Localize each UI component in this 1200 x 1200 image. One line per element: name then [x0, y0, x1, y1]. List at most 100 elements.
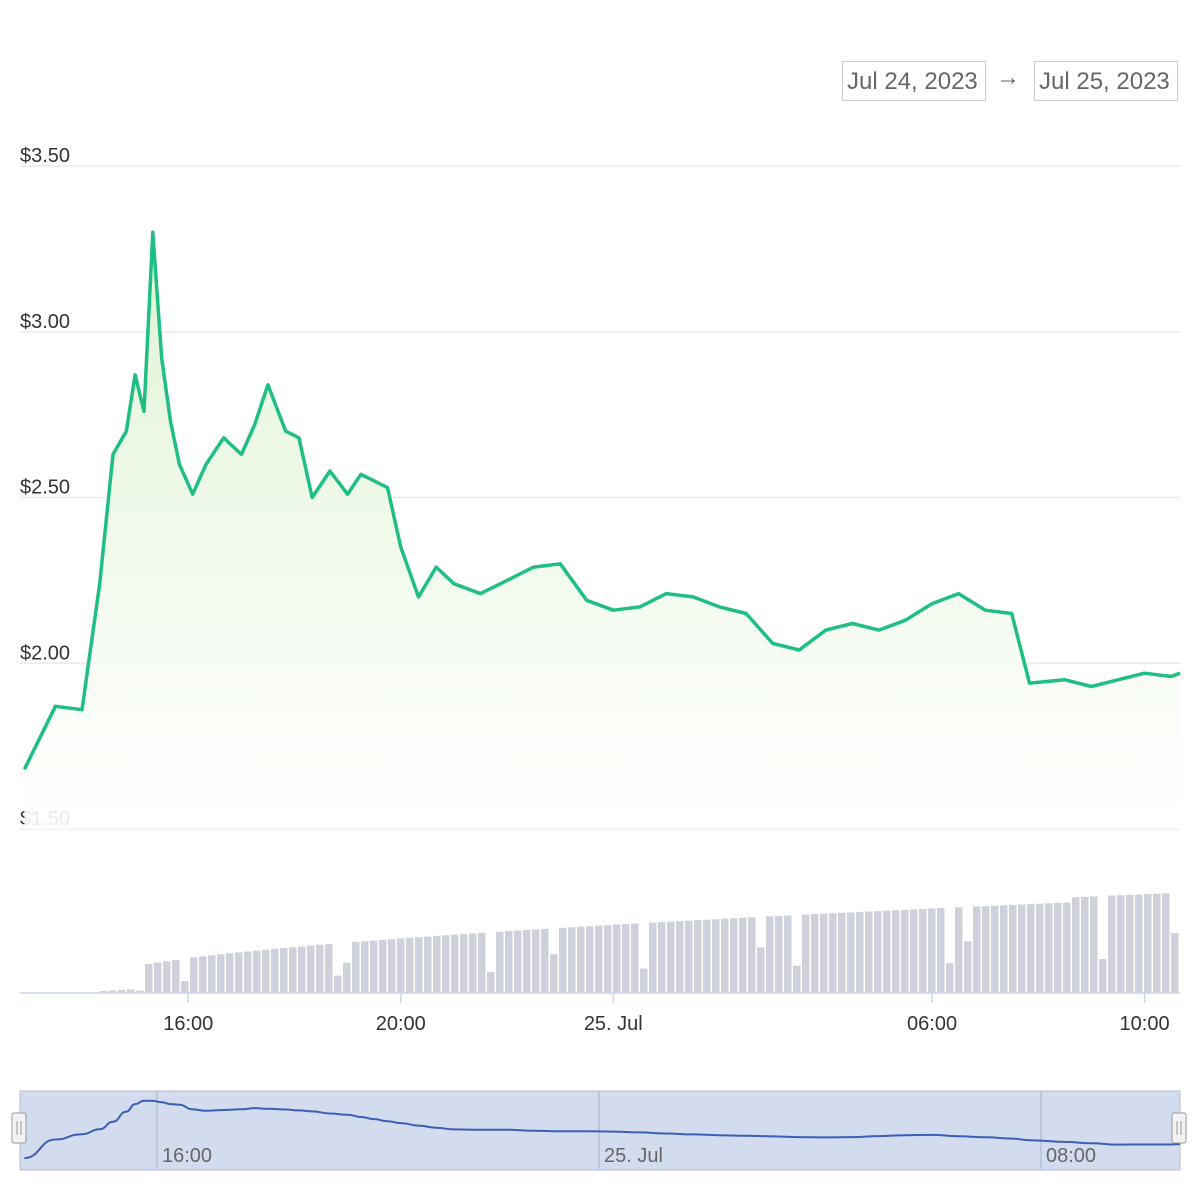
volume-bar: [901, 909, 909, 993]
volume-bar: [1144, 894, 1152, 993]
price-area: [24, 232, 1180, 830]
volume-bar: [784, 915, 792, 993]
volume-bar: [1081, 896, 1089, 993]
volume-bar: [163, 961, 171, 993]
volume-bar: [307, 945, 315, 993]
volume-bar: [1171, 933, 1179, 993]
volume-bar: [127, 989, 135, 993]
volume-bar: [253, 950, 261, 993]
volume-bar: [352, 941, 360, 993]
volume-bar: [550, 954, 558, 993]
volume-bar: [397, 938, 405, 993]
volume-bar: [1063, 902, 1071, 993]
volume-bar: [892, 910, 900, 993]
volume-bars: [100, 893, 1179, 993]
volume-bar: [577, 926, 585, 993]
volume-bar: [793, 965, 801, 993]
volume-bar: [541, 928, 549, 993]
y-tick-label: $2.00: [20, 642, 70, 664]
volume-bar: [721, 918, 729, 993]
volume-bar: [937, 908, 945, 993]
navigator-tick-label: 16:00: [162, 1145, 212, 1167]
volume-bar: [1153, 893, 1161, 993]
x-tick-label: 16:00: [163, 1013, 213, 1035]
navigator-left-handle[interactable]: [11, 1112, 27, 1144]
navigator-series: [24, 1099, 1181, 1160]
range-to-input[interactable]: Jul 25, 2023: [1034, 61, 1178, 101]
volume-bar: [523, 930, 531, 993]
volume-bar: [505, 931, 513, 993]
volume-bar: [829, 913, 837, 993]
volume-bar: [1045, 903, 1053, 993]
volume-bar: [1018, 904, 1026, 993]
volume-bar: [190, 957, 198, 993]
y-tick-label: $2.50: [20, 477, 70, 499]
volume-bar: [739, 917, 747, 993]
volume-bar: [856, 911, 864, 993]
volume-bar: [838, 912, 846, 993]
x-tick-label: 20:00: [376, 1013, 426, 1035]
y-tick-label: $3.00: [20, 311, 70, 333]
volume-bar: [181, 981, 189, 993]
volume-bar: [613, 924, 621, 993]
price-line: [22, 230, 1181, 771]
x-tick-label: 10:00: [1120, 1013, 1170, 1035]
volume-bar: [244, 951, 252, 993]
volume-bar: [1108, 895, 1116, 993]
volume-bar: [910, 909, 918, 993]
navigator-right-handle[interactable]: [1171, 1112, 1187, 1144]
volume-bar: [1117, 895, 1125, 993]
navigator[interactable]: 16:00 25. Jul 08:00: [11, 1090, 1187, 1171]
volume-bar: [766, 916, 774, 993]
volume-bar: [649, 922, 657, 993]
range-arrow-icon: →: [996, 64, 1020, 91]
range-from-input[interactable]: Jul 24, 2023: [842, 61, 986, 101]
volume-bar: [370, 940, 378, 993]
volume-bar: [919, 909, 927, 993]
volume-bar: [262, 949, 270, 993]
volume-bar: [847, 912, 855, 993]
volume-bar: [685, 920, 693, 993]
volume-bar: [775, 915, 783, 993]
volume-bar: [928, 908, 936, 993]
volume-bar: [199, 956, 207, 993]
volume-bar: [361, 941, 369, 993]
volume-bar: [469, 933, 477, 993]
volume-bar: [316, 944, 324, 993]
volume-bar: [217, 954, 225, 993]
volume-bar: [451, 934, 459, 993]
volume-bar: [100, 991, 108, 993]
volume-bar: [1000, 905, 1008, 993]
volume-bar: [586, 926, 594, 993]
x-axis: 16:00 20:00 25. Jul 06:00 10:00: [163, 993, 1170, 1035]
volume-bar: [406, 937, 414, 993]
volume-bar: [1135, 894, 1143, 993]
volume-bar: [379, 939, 387, 993]
volume-bar: [298, 946, 306, 993]
volume-bar: [343, 962, 351, 993]
volume-bar: [1126, 894, 1134, 993]
volume-bar: [955, 907, 963, 993]
volume-bar: [1162, 893, 1170, 993]
volume-bar: [964, 941, 972, 993]
volume-bar: [442, 935, 450, 993]
navigator-tick-label: 08:00: [1046, 1145, 1096, 1167]
volume-bar: [631, 923, 639, 993]
volume-bar: [280, 948, 288, 993]
volume-bar: [973, 906, 981, 993]
volume-bar: [1009, 904, 1017, 993]
volume-bar: [757, 947, 765, 993]
volume-bar: [559, 927, 567, 993]
x-tick-label: 06:00: [907, 1013, 957, 1035]
volume-bar: [874, 911, 882, 993]
y-tick-label: $3.50: [20, 145, 70, 167]
x-tick-label: 25. Jul: [584, 1013, 643, 1035]
volume-bar: [172, 959, 180, 993]
volume-bar: [883, 910, 891, 993]
volume-bar: [145, 964, 153, 993]
volume-bar: [334, 975, 342, 993]
volume-bar: [496, 931, 504, 993]
volume-bar: [802, 914, 810, 993]
volume-bar: [730, 918, 738, 993]
